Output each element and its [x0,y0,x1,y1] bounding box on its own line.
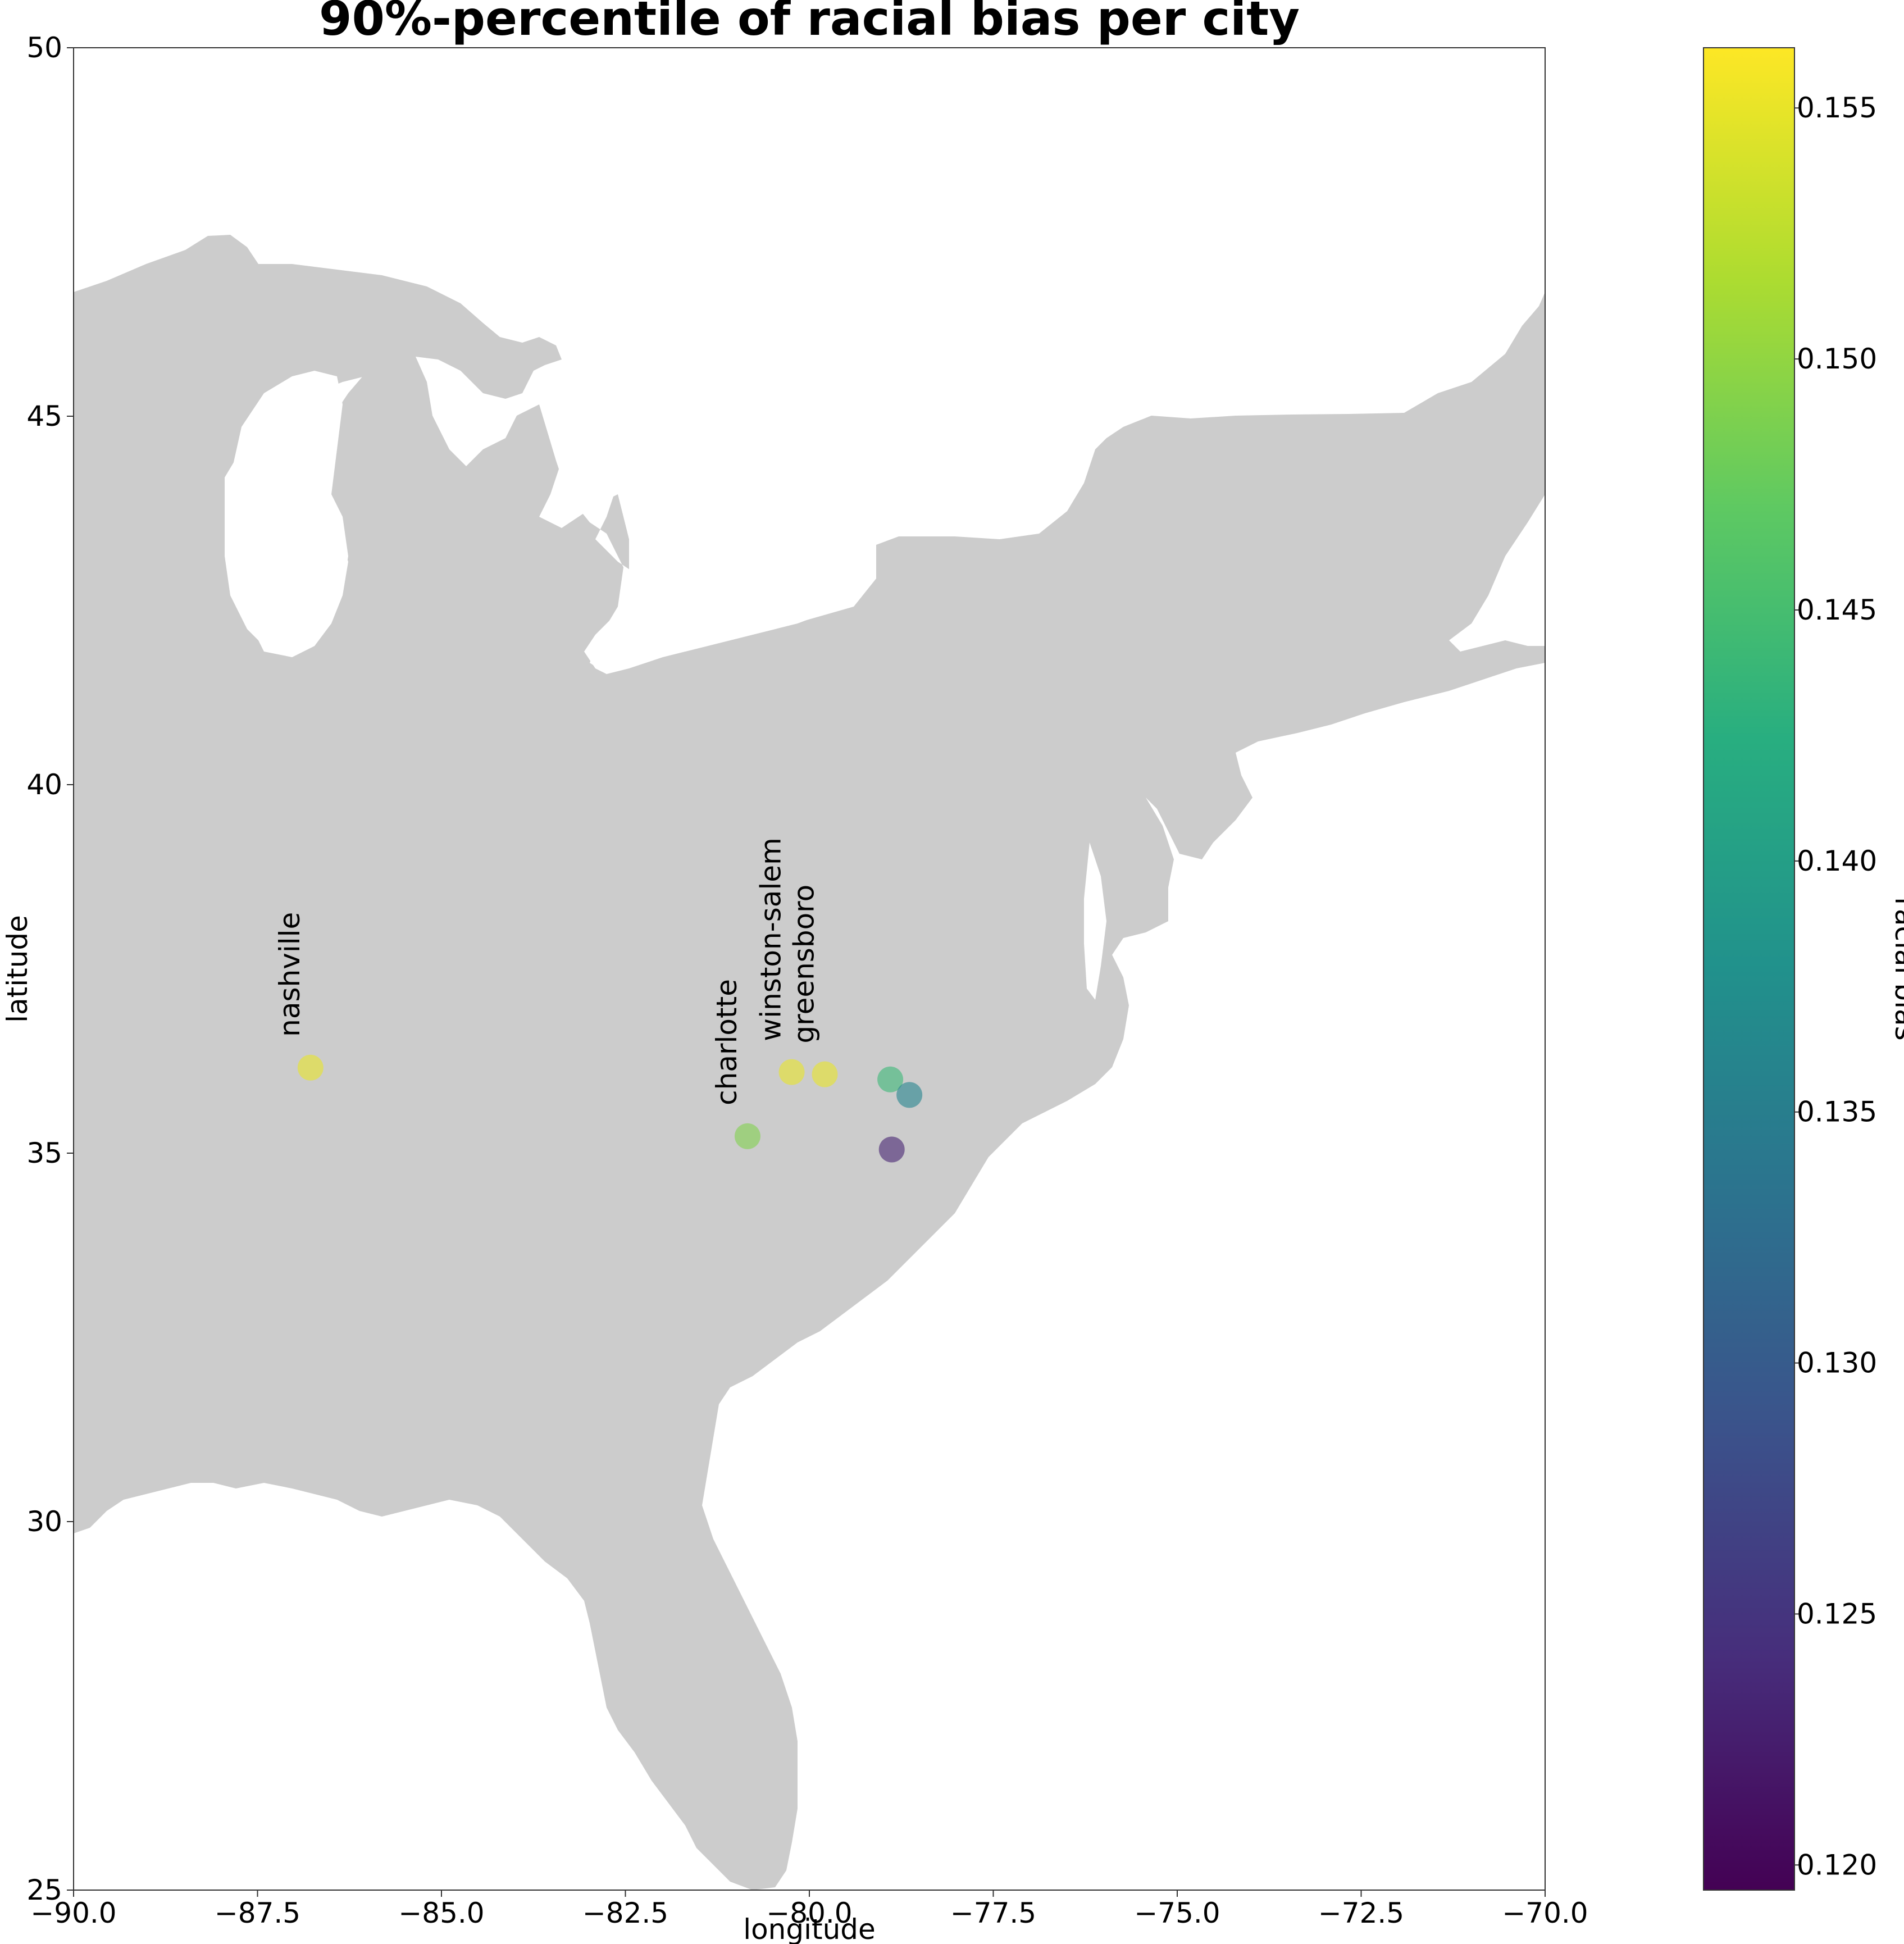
lake-michigan [225,371,348,657]
y-axis-label: latitude [1,915,34,1023]
x-axis-ticks: −90.0 −87.5 −85.0 −82.5 −80.0 −77.5 −75.0 −72.5… [30,1890,1588,1929]
colorbar-tick-label: 0.125 [1797,1597,1877,1630]
colorbar [1703,47,1795,1891]
y-tick-label: 40 [26,768,62,801]
x-tick-label: −77.5 [950,1897,1036,1929]
y-axis-ticks: 25 30 35 40 45 50 [26,31,74,1906]
city-label: winston-salem [755,837,787,1041]
colorbar-tick-label: 0.130 [1797,1347,1877,1380]
map-title: 90%-percentile of racial bias per city [319,0,1300,46]
x-tick-label: −82.5 [582,1897,668,1929]
colorbar-tick-label: 0.140 [1797,845,1877,877]
city-point [878,1136,905,1163]
x-tick-label: −80.0 [766,1897,852,1929]
x-tick-label: −70.0 [1502,1897,1588,1929]
city-points: nashville charlotte winston-salem greensbor… [274,837,923,1163]
x-tick-label: −72.5 [1318,1897,1404,1929]
colorbar-ticks: 0.120 0.125 0.130 0.135 0.140 0.145 0.150 0.155 [1794,92,1877,1881]
y-tick-label: 35 [26,1137,62,1169]
y-tick-label: 25 [26,1874,62,1906]
city-point [812,1061,838,1087]
lake-huron-erie [539,393,876,674]
city-point [896,1082,923,1108]
land-mass [74,235,1545,1890]
y-tick-label: 50 [26,31,62,64]
colorbar-tick-label: 0.120 [1797,1849,1877,1881]
city-point [734,1123,760,1149]
city-label: nashville [274,912,306,1037]
city-label: greensboro [788,885,821,1044]
colorbar-label: racial bias [1889,897,1904,1040]
x-tick-label: −90.0 [30,1897,116,1929]
city-point [877,1066,904,1092]
colorbar-tick-label: 0.150 [1797,343,1877,375]
colorbar-tick-label: 0.155 [1797,92,1877,124]
x-tick-label: −87.5 [215,1897,300,1929]
x-axis-label: longitude [743,1913,876,1944]
city-point [778,1059,805,1085]
y-tick-label: 45 [26,400,62,432]
city-point [297,1054,324,1081]
colorbar-tick-label: 0.145 [1797,594,1877,626]
land-layer [74,235,1545,1890]
x-tick-label: −75.0 [1134,1897,1220,1929]
chesapeake-bay [1084,843,1106,1000]
y-tick-label: 30 [26,1505,62,1538]
colorbar-tick-label: 0.135 [1797,1096,1877,1128]
x-tick-label: −85.0 [398,1897,484,1929]
city-label: charlotte [710,979,743,1105]
